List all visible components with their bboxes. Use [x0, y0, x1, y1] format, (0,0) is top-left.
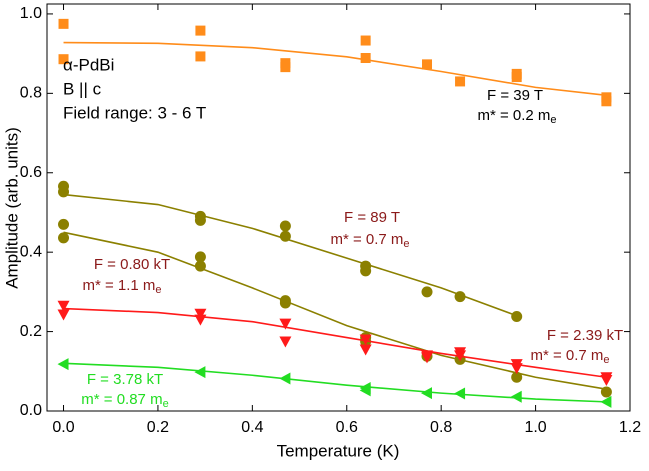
data-point	[58, 18, 69, 29]
x-tick-label: 0.2	[147, 419, 169, 436]
data-point	[454, 387, 466, 400]
annotation: m* = 0.2 me	[477, 107, 556, 126]
annotation-subscript: e	[155, 284, 161, 296]
y-tick-label: 0.0	[20, 402, 42, 419]
data-point	[510, 390, 522, 403]
annotation-subscript: e	[550, 114, 556, 126]
data-point	[360, 35, 371, 46]
data-point	[359, 344, 372, 356]
info-text: B || c	[63, 79, 102, 98]
data-point	[194, 214, 206, 226]
data-point	[194, 251, 206, 263]
fit-curve	[63, 193, 517, 317]
data-point	[601, 96, 612, 107]
data-point	[360, 53, 371, 64]
x-tick-label: 0.6	[336, 419, 358, 436]
data-point	[195, 51, 206, 62]
data-point	[58, 54, 69, 65]
data-point	[359, 384, 371, 397]
data-point	[359, 334, 372, 346]
annotation-text: m* = 0.87 m	[81, 391, 162, 408]
annotation-subscript: e	[603, 354, 609, 366]
y-axis-label: Amplitude (arb. units)	[2, 127, 21, 289]
data-point	[600, 386, 612, 398]
annotation-text: m* = 0.7 m	[530, 347, 603, 364]
data-point	[194, 366, 206, 379]
data-point	[421, 286, 433, 298]
annotation-text: m* = 0.7 m	[330, 231, 403, 248]
x-tick-label: 0.8	[430, 419, 452, 436]
data-point	[279, 336, 292, 348]
annotation-text: m* = 0.2 m	[477, 107, 550, 124]
data-point	[600, 395, 612, 408]
data-point	[279, 372, 291, 385]
y-tick-label: 1.0	[20, 5, 42, 22]
data-point	[279, 220, 291, 232]
info-text: α-PdBi	[63, 55, 114, 74]
x-tick-label: 1.0	[524, 419, 546, 436]
data-point	[57, 309, 70, 321]
y-tick-label: 0.2	[20, 323, 42, 340]
data-point	[454, 350, 467, 362]
annotation: F = 3.78 kT	[87, 371, 163, 388]
data-point	[57, 300, 70, 312]
annotation: F = 39 T	[487, 87, 543, 104]
x-axis-label: Temperature (K)	[277, 441, 400, 460]
annotation: F = 2.39 kT	[547, 327, 623, 344]
annotation-subscript: e	[403, 238, 409, 250]
data-point	[194, 260, 206, 272]
info-text: Field range: 3 - 6 T	[63, 103, 206, 122]
data-point	[421, 352, 434, 364]
y-tick-label: 0.8	[20, 85, 42, 102]
fit-curve	[63, 41, 607, 97]
y-tick-label: 0.4	[20, 243, 42, 260]
data-point	[510, 363, 523, 375]
data-point	[360, 265, 372, 277]
annotation: m* = 0.7 me	[530, 347, 609, 366]
annotation: m* = 1.1 me	[82, 277, 161, 296]
annotation-subscript: e	[163, 398, 169, 410]
y-tick-label: 0.6	[20, 164, 42, 181]
data-point	[194, 308, 207, 320]
data-point	[58, 232, 70, 244]
data-point	[58, 218, 70, 230]
fit-curve	[63, 307, 607, 379]
annotation: F = 89 T	[344, 209, 400, 226]
annotation: m* = 0.7 me	[330, 231, 409, 250]
data-point	[455, 76, 466, 87]
data-point	[58, 186, 70, 198]
annotation: F = 0.80 kT	[94, 256, 170, 273]
data-point	[511, 371, 523, 383]
x-tick-label: 0.0	[52, 419, 74, 436]
data-point	[280, 62, 291, 73]
data-point	[421, 387, 433, 400]
data-point	[600, 375, 613, 387]
annotation-text: m* = 1.1 m	[82, 277, 155, 294]
x-tick-label: 0.4	[241, 419, 263, 436]
data-point	[422, 59, 433, 70]
fit-curve	[63, 362, 607, 403]
data-point	[454, 291, 466, 303]
data-point	[194, 314, 207, 326]
data-point	[511, 310, 523, 322]
data-point	[195, 25, 206, 36]
x-tick-label: 1.2	[619, 419, 641, 436]
annotation: m* = 0.87 me	[81, 391, 168, 410]
data-point	[279, 230, 291, 242]
fit-curve	[63, 231, 607, 390]
data-point	[57, 358, 69, 371]
plot-frame	[46, 3, 631, 412]
data-point	[279, 297, 291, 309]
data-point	[279, 318, 292, 330]
data-point	[511, 72, 522, 83]
